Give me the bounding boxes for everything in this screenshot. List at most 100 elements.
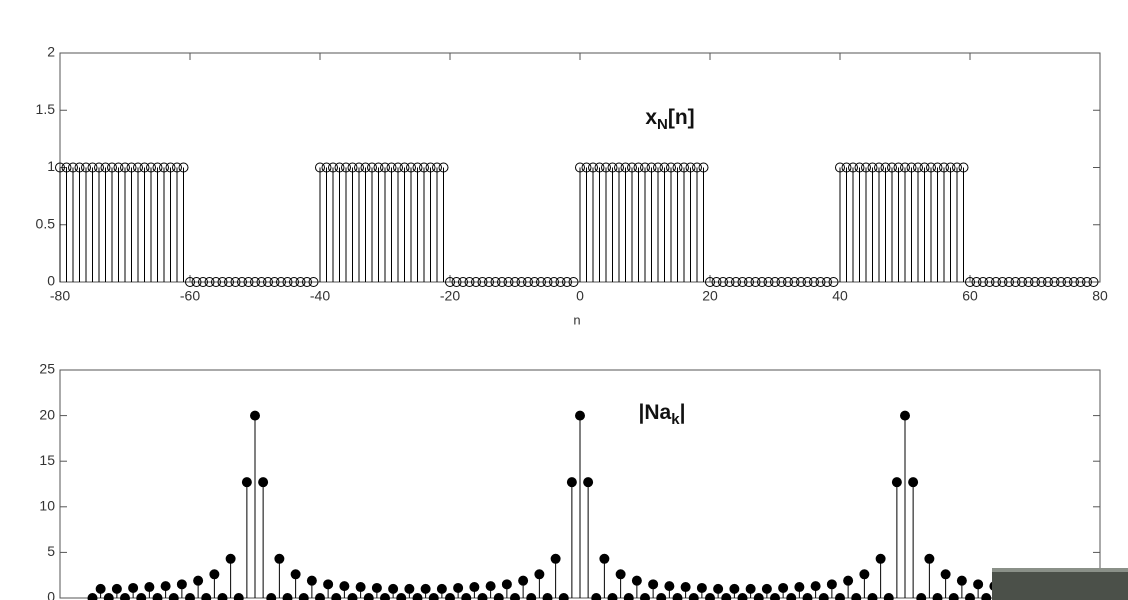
- stem: [875, 553, 886, 598]
- stem-marker: [851, 593, 862, 600]
- stem-marker: [809, 277, 819, 287]
- stem: [906, 162, 917, 282]
- stem: [627, 162, 637, 282]
- stem-marker: [1082, 277, 1092, 287]
- stem: [419, 162, 429, 282]
- stem-marker: [659, 162, 670, 173]
- stem: [601, 162, 611, 282]
- stem: [103, 593, 114, 600]
- stem-marker: [997, 277, 1008, 287]
- stem-marker: [266, 593, 277, 600]
- stem: [542, 593, 553, 600]
- stem: [822, 277, 832, 287]
- stem: [526, 593, 537, 600]
- stem-marker: [737, 593, 748, 600]
- stem-marker: [233, 593, 244, 600]
- stem-marker: [692, 162, 702, 173]
- stem: [566, 477, 577, 598]
- stem-marker: [396, 593, 407, 600]
- stem: [111, 583, 122, 598]
- stem-marker: [510, 593, 520, 600]
- stem: [367, 162, 377, 282]
- stem: [835, 162, 845, 282]
- stem-marker: [770, 593, 780, 600]
- stem-marker: [822, 277, 832, 287]
- stem-marker: [835, 593, 845, 600]
- stem-marker: [698, 162, 709, 173]
- stem: [516, 277, 527, 287]
- stem: [640, 593, 650, 600]
- stem-marker: [607, 162, 618, 173]
- stem: [588, 162, 598, 282]
- stem: [913, 162, 923, 282]
- stem-marker: [685, 162, 696, 173]
- stem-marker: [436, 583, 447, 594]
- stem: [68, 162, 78, 282]
- stem: [796, 277, 806, 287]
- stem: [932, 593, 943, 600]
- stem-marker: [729, 583, 740, 594]
- stem: [893, 162, 904, 282]
- stem: [406, 162, 416, 282]
- stem: [386, 162, 397, 282]
- stem-marker: [477, 277, 488, 287]
- stem-marker: [794, 582, 805, 593]
- stem-marker: [217, 277, 228, 287]
- stem: [887, 162, 897, 282]
- stem: [1017, 277, 1027, 287]
- stem-marker: [393, 162, 403, 173]
- stem: [355, 582, 366, 598]
- stem: [87, 593, 98, 600]
- stem: [503, 277, 514, 287]
- stem: [146, 162, 156, 282]
- stem-marker: [373, 162, 384, 173]
- stem: [883, 593, 894, 600]
- y-tick-label: 15: [39, 452, 55, 468]
- stem-marker: [1017, 277, 1027, 287]
- stem-marker: [497, 277, 507, 287]
- stem-marker: [646, 162, 657, 173]
- stem-marker: [575, 162, 585, 173]
- stem-marker: [861, 162, 871, 173]
- stem: [274, 553, 285, 598]
- stem: [152, 593, 163, 600]
- stem-marker: [406, 162, 416, 173]
- stem: [594, 162, 605, 282]
- stem-marker: [355, 582, 366, 593]
- stem: [1036, 277, 1047, 287]
- stem: [770, 277, 780, 287]
- x-tick-label: -80: [50, 288, 70, 304]
- stem-marker: [103, 593, 114, 600]
- stem-marker: [640, 593, 650, 600]
- stem: [965, 593, 975, 600]
- stem: [282, 593, 293, 600]
- stem: [615, 569, 626, 598]
- stem-marker: [981, 593, 992, 600]
- stem: [763, 277, 774, 287]
- stem-marker: [627, 162, 637, 173]
- stem: [861, 162, 871, 282]
- stem-marker: [900, 162, 910, 173]
- stem: [786, 593, 797, 600]
- stem: [120, 593, 130, 600]
- stem-marker: [420, 583, 431, 594]
- stem: [471, 277, 481, 287]
- stem: [575, 410, 585, 598]
- stem-marker: [939, 162, 949, 173]
- stem: [653, 162, 663, 282]
- stem-marker: [87, 162, 98, 173]
- stem: [713, 583, 724, 598]
- stem: [778, 582, 789, 598]
- stem: [136, 593, 147, 600]
- stem: [412, 162, 423, 282]
- stem: [919, 162, 930, 282]
- stem-marker: [510, 277, 520, 287]
- stem: [230, 277, 241, 287]
- stem-marker: [696, 582, 707, 593]
- stem-marker: [940, 569, 951, 580]
- stem: [529, 277, 540, 287]
- stem: [464, 277, 475, 287]
- stem: [810, 581, 821, 598]
- stem: [1043, 277, 1053, 287]
- stem-marker: [757, 277, 767, 287]
